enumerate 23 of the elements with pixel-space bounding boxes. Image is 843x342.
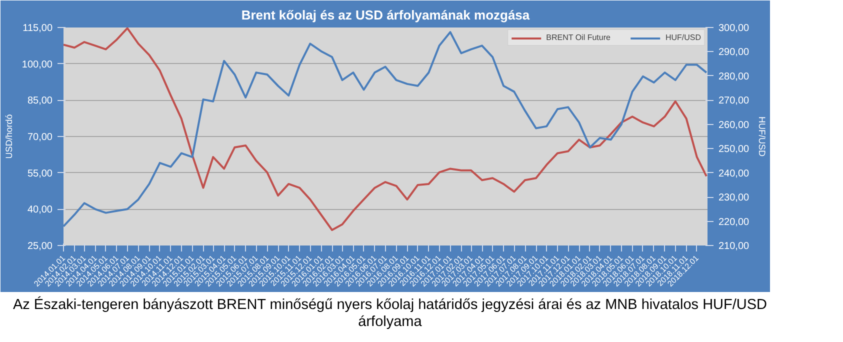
y2-tick-label: 240,00: [718, 168, 750, 180]
y-tick-label: 85,00: [27, 96, 53, 107]
y2-tick-label: 290,00: [718, 47, 750, 58]
y2-tick-label: 220,00: [718, 216, 750, 228]
legend-label: HUF/USD: [665, 33, 701, 42]
y2-tick-label: 270,00: [718, 96, 750, 107]
y-tick-label: 25,00: [27, 241, 53, 252]
y2-tick-label: 260,00: [718, 120, 750, 131]
y2-tick-label: 230,00: [718, 192, 750, 204]
y-tick-label: 115,00: [22, 23, 53, 34]
y2-axis-title: HUF/USD: [757, 116, 768, 157]
y-tick-label: 40,00: [27, 204, 53, 216]
y-axis-title: USD/hordó: [4, 114, 14, 159]
y-tick-label: 70,00: [27, 132, 53, 143]
y-tick-label: 55,00: [27, 168, 53, 180]
y2-tick-label: 280,00: [718, 71, 750, 82]
y2-tick-label: 300,00: [718, 23, 750, 34]
legend-label: BRENT Oil Future: [546, 33, 610, 42]
text: Az Északi-tengeren bányászott BRENT minőségű nyers kőolaj határidős jegyzési árai és az MNB hivatalos HUF/USD árfolyama: [12, 297, 768, 330]
y-tick-label: 100,00: [22, 59, 53, 70]
y2-tick-label: 250,00: [718, 144, 750, 156]
chart-title: Brent kőolaj és az USD árfolyamának mozgása: [241, 8, 530, 22]
y2-tick-label: 210,00: [718, 241, 750, 252]
